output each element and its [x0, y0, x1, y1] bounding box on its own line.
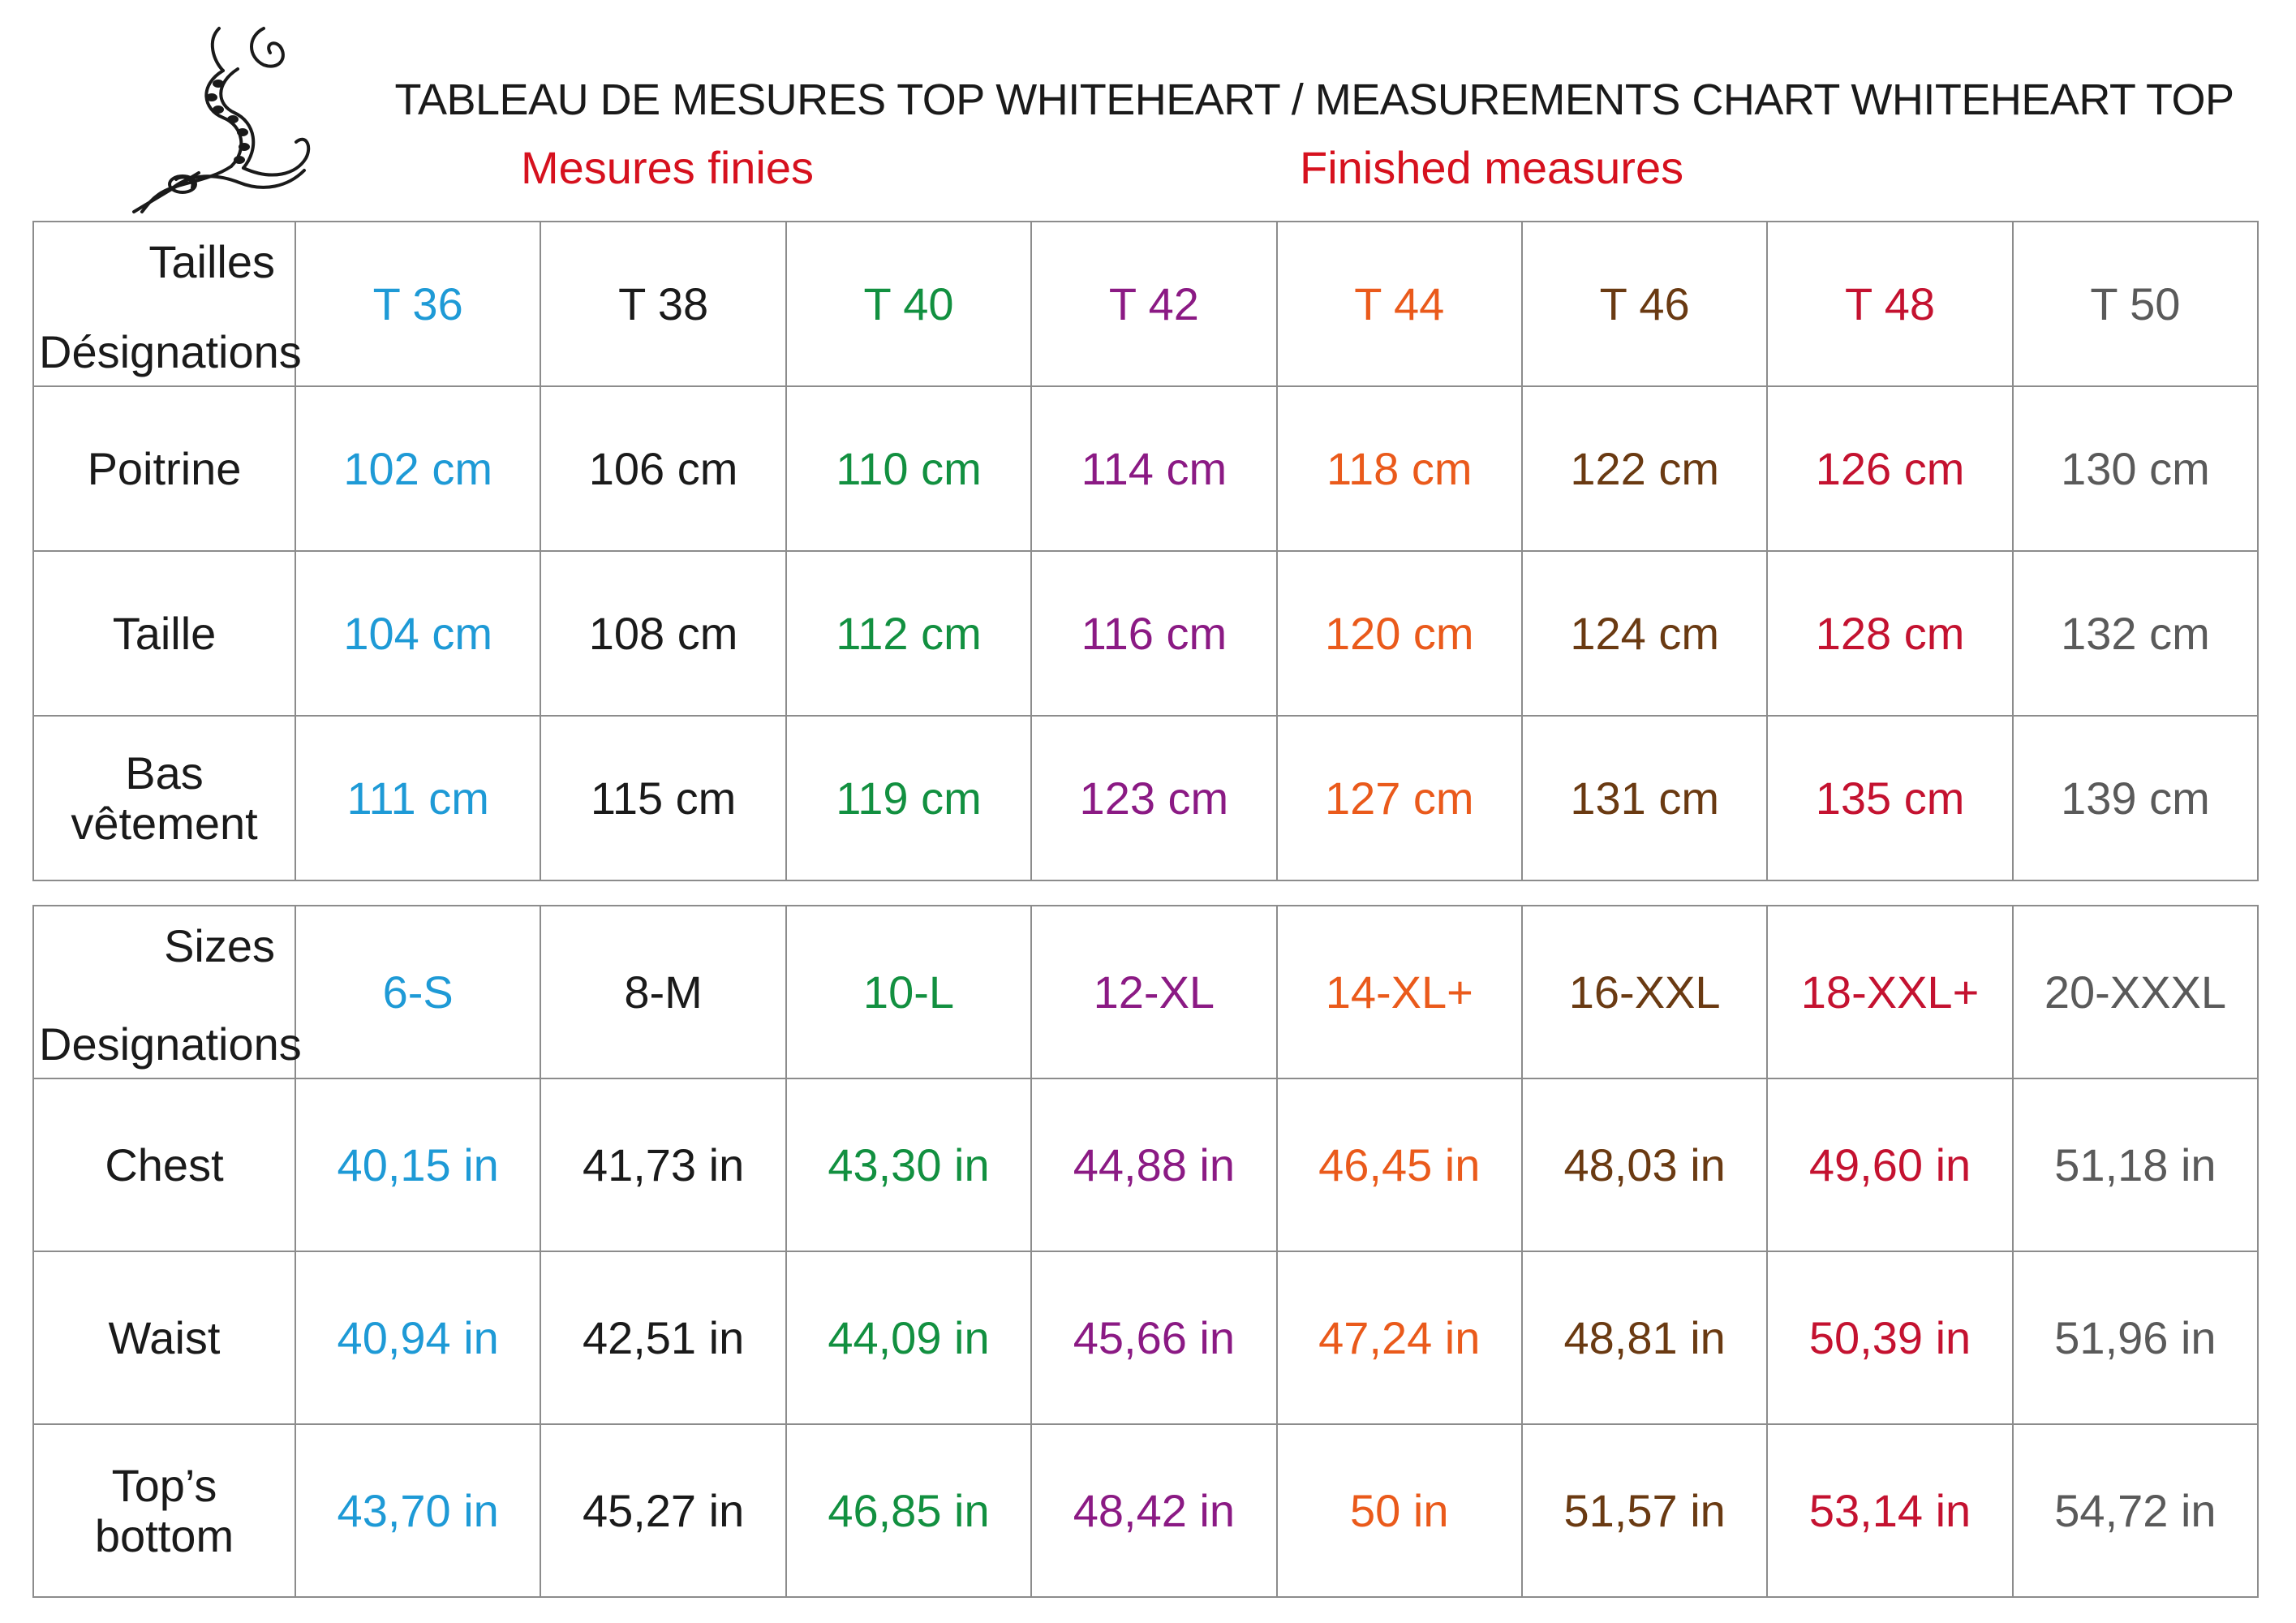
imperial-measurements-table: Sizes Designations 6-S 8-M 10-L 12-XL 14… [32, 905, 2259, 1598]
size-header: T 36 [294, 221, 542, 387]
corner-label-designations: Désignations [39, 326, 302, 377]
row-label: Taille [32, 550, 296, 717]
size-header: T 50 [2011, 221, 2259, 387]
measure-cell: 50 in [1275, 1423, 1523, 1598]
subtitle-finished-fr: Mesures finies [521, 142, 815, 193]
serpent-logo-icon [132, 27, 311, 213]
measure-cell: 47,24 in [1275, 1251, 1523, 1425]
measure-cell: 122 cm [1520, 385, 1769, 552]
size-header: T 44 [1275, 221, 1523, 387]
measure-cell: 127 cm [1275, 715, 1523, 881]
measure-cell: 46,45 in [1275, 1078, 1523, 1252]
measure-cell: 132 cm [2011, 550, 2259, 717]
measure-cell: 43,30 in [785, 1078, 1033, 1252]
row-label: Poitrine [32, 385, 296, 552]
measure-cell: 45,27 in [540, 1423, 787, 1598]
measure-cell: 48,81 in [1520, 1251, 1769, 1425]
measure-cell: 40,94 in [294, 1251, 542, 1425]
size-header: 14-XL+ [1275, 905, 1523, 1079]
measure-cell: 43,70 in [294, 1423, 542, 1598]
measure-cell: 128 cm [1766, 550, 2014, 717]
size-header: T 46 [1520, 221, 1769, 387]
corner-label-sizes: Tailles [148, 236, 275, 287]
measure-cell: 41,73 in [540, 1078, 787, 1252]
size-header: T 38 [540, 221, 787, 387]
row-label-line: Bas [125, 747, 204, 799]
metric-measurements-table: Tailles Désignations T 36 T 38 T 40 T 42… [32, 221, 2259, 881]
measure-cell: 112 cm [785, 550, 1033, 717]
measure-cell: 48,42 in [1030, 1423, 1278, 1598]
measure-cell: 50,39 in [1766, 1251, 2014, 1425]
measure-cell: 45,66 in [1030, 1251, 1278, 1425]
row-label-line: Top’s [111, 1459, 217, 1511]
measure-cell: 116 cm [1030, 550, 1278, 717]
table-row: Poitrine 102 cm 106 cm 110 cm 114 cm 118… [32, 385, 2259, 552]
measure-cell: 130 cm [2011, 385, 2259, 552]
measure-cell: 108 cm [540, 550, 787, 717]
size-header: T 42 [1030, 221, 1278, 387]
imperial-corner-cell: Sizes Designations [32, 905, 302, 1079]
measure-cell: 40,15 in [294, 1078, 542, 1252]
measure-cell: 126 cm [1766, 385, 2014, 552]
table-row: Bas vêtement 111 cm 115 cm 119 cm 123 cm… [32, 715, 2259, 881]
row-label: Chest [32, 1078, 296, 1252]
size-header: 16-XXL [1520, 905, 1769, 1079]
measure-cell: 135 cm [1766, 715, 2014, 881]
size-header: 20-XXXL [2011, 905, 2259, 1079]
measure-cell: 54,72 in [2011, 1423, 2259, 1598]
table-row: Waist 40,94 in 42,51 in 44,09 in 45,66 i… [32, 1251, 2259, 1425]
row-label: Waist [32, 1251, 296, 1425]
measure-cell: 110 cm [785, 385, 1033, 552]
size-header: T 48 [1766, 221, 2014, 387]
corner-label-sizes: Sizes [164, 920, 275, 971]
measure-cell: 124 cm [1520, 550, 1769, 717]
measure-cell: 49,60 in [1766, 1078, 2014, 1252]
size-header: 18-XXL+ [1766, 905, 2014, 1079]
metric-header-row: Tailles Désignations T 36 T 38 T 40 T 42… [32, 221, 2259, 387]
measure-cell: 118 cm [1275, 385, 1523, 552]
subtitle-finished-en: Finished measures [1300, 142, 1684, 193]
size-header: 12-XL [1030, 905, 1278, 1079]
measure-cell: 104 cm [294, 550, 542, 717]
measure-cell: 115 cm [540, 715, 787, 881]
measure-cell: 44,88 in [1030, 1078, 1278, 1252]
measure-cell: 46,85 in [785, 1423, 1033, 1598]
measure-cell: 44,09 in [785, 1251, 1033, 1425]
measure-cell: 123 cm [1030, 715, 1278, 881]
measure-cell: 51,18 in [2011, 1078, 2259, 1252]
size-header: 8-M [540, 905, 787, 1079]
measure-cell: 53,14 in [1766, 1423, 2014, 1598]
measure-cell: 114 cm [1030, 385, 1278, 552]
measure-cell: 48,03 in [1520, 1078, 1769, 1252]
measure-cell: 102 cm [294, 385, 542, 552]
metric-corner-cell: Tailles Désignations [32, 221, 302, 387]
table-row: Chest 40,15 in 41,73 in 43,30 in 44,88 i… [32, 1078, 2259, 1252]
row-label-line: bottom [94, 1509, 234, 1561]
measure-cell: 42,51 in [540, 1251, 787, 1425]
measure-cell: 51,96 in [2011, 1251, 2259, 1425]
corner-label-designations: Designations [39, 1018, 302, 1070]
measure-cell: 51,57 in [1520, 1423, 1769, 1598]
chart-title: TABLEAU DE MESURES TOP WHITEHEART / MEAS… [394, 75, 2234, 124]
size-header: T 40 [785, 221, 1033, 387]
size-header: 10-L [785, 905, 1033, 1079]
measure-cell: 120 cm [1275, 550, 1523, 717]
measure-cell: 119 cm [785, 715, 1033, 881]
row-label: Top’s bottom [32, 1423, 296, 1598]
table-row: Taille 104 cm 108 cm 112 cm 116 cm 120 c… [32, 550, 2259, 717]
measure-cell: 111 cm [294, 715, 542, 881]
table-row: Top’s bottom 43,70 in 45,27 in 46,85 in … [32, 1423, 2259, 1598]
measure-cell: 131 cm [1520, 715, 1769, 881]
imperial-header-row: Sizes Designations 6-S 8-M 10-L 12-XL 14… [32, 905, 2259, 1079]
measure-cell: 139 cm [2011, 715, 2259, 881]
measure-cell: 106 cm [540, 385, 787, 552]
row-label-line: vêtement [71, 797, 258, 849]
size-header: 6-S [294, 905, 542, 1079]
row-label: Bas vêtement [32, 715, 296, 881]
